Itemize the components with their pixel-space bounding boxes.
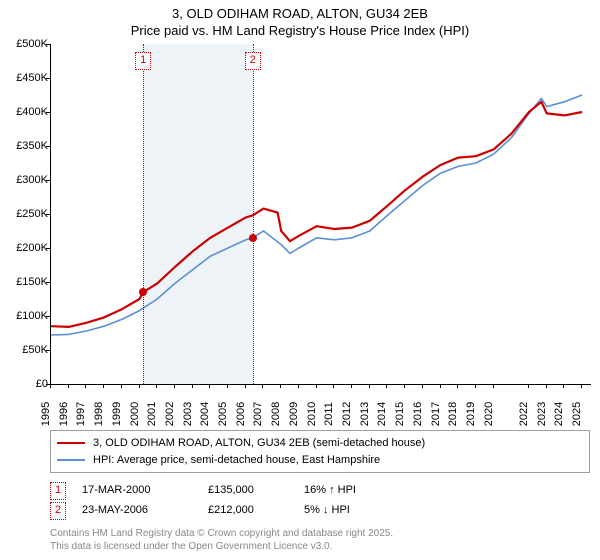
marker-price: £212,000 — [208, 501, 288, 521]
y-tick-label: £50K — [0, 344, 48, 356]
series-line-property — [51, 102, 582, 327]
marker-price: £135,000 — [208, 481, 288, 501]
x-tick-label: 2012 — [341, 402, 361, 426]
legend-item-property: 3, OLD ODIHAM ROAD, ALTON, GU34 2EB (sem… — [57, 435, 583, 452]
series-line-hpi — [51, 95, 582, 335]
legend-label-hpi: HPI: Average price, semi-detached house,… — [93, 452, 380, 469]
y-tick-label: £350K — [0, 140, 48, 152]
x-tick-label: 2016 — [412, 402, 432, 426]
y-tick-label: £400K — [0, 106, 48, 118]
marker-table-row: 2 23-MAY-2006 £212,000 5% ↓ HPI — [50, 501, 590, 521]
legend-swatch-hpi — [57, 459, 85, 461]
title-line-1: 3, OLD ODIHAM ROAD, ALTON, GU34 2EB — [0, 6, 600, 23]
y-tick-label: £0 — [0, 378, 48, 390]
x-tick-label: 2019 — [465, 402, 485, 426]
y-tick-label: £200K — [0, 242, 48, 254]
y-tick-label: £250K — [0, 208, 48, 220]
marker-date: 17-MAR-2000 — [82, 481, 192, 501]
marker-number: 2 — [50, 502, 66, 520]
marker-table: 1 17-MAR-2000 £135,000 16% ↑ HPI 2 23-MAY-200… — [50, 481, 590, 521]
marker-table-row: 1 17-MAR-2000 £135,000 16% ↑ HPI — [50, 481, 590, 501]
legend-item-hpi: HPI: Average price, semi-detached house,… — [57, 452, 583, 469]
y-tick-label: £450K — [0, 72, 48, 84]
y-tick-label: £500K — [0, 38, 48, 50]
marker-dot — [139, 288, 147, 296]
footer-line-1: Contains HM Land Registry data © Crown c… — [50, 527, 590, 540]
marker-date: 23-MAY-2006 — [82, 501, 192, 521]
marker-box: 2 — [245, 52, 261, 70]
x-tick-label: 2025 — [571, 402, 591, 426]
y-tick-label: £100K — [0, 310, 48, 322]
y-tick-label: £300K — [0, 174, 48, 186]
chart: £0 £50K £100K £150K £200K £250K £300K £350K £400… — [0, 44, 600, 424]
x-tick-label: 2020 — [483, 402, 503, 426]
legend-swatch-property — [57, 442, 85, 444]
plot-area: 12 — [50, 44, 591, 385]
legend-box: 3, OLD ODIHAM ROAD, ALTON, GU34 2EB (sem… — [50, 430, 590, 473]
marker-delta: 16% ↑ HPI — [304, 481, 356, 501]
footer-line-2: This data is licensed under the Open Gov… — [50, 540, 590, 553]
marker-number: 1 — [50, 482, 66, 500]
marker-line — [143, 44, 144, 384]
x-tick-label: 2009 — [288, 402, 308, 426]
legend-label-property: 3, OLD ODIHAM ROAD, ALTON, GU34 2EB (sem… — [93, 435, 425, 452]
marker-box: 1 — [135, 52, 151, 70]
x-tick-label: 2002 — [164, 402, 184, 426]
marker-dot — [249, 234, 257, 242]
legend: 3, OLD ODIHAM ROAD, ALTON, GU34 2EB (sem… — [50, 430, 590, 553]
footer: Contains HM Land Registry data © Crown c… — [50, 527, 590, 553]
marker-line — [253, 44, 254, 384]
y-tick-label: £150K — [0, 276, 48, 288]
x-tick-label: 1995 — [40, 402, 60, 426]
title-line-2: Price paid vs. HM Land Registry's House … — [0, 23, 600, 40]
x-tick-label: 1999 — [111, 402, 131, 426]
chart-title: 3, OLD ODIHAM ROAD, ALTON, GU34 2EB Pric… — [0, 0, 600, 40]
marker-delta: 5% ↓ HPI — [304, 501, 350, 521]
